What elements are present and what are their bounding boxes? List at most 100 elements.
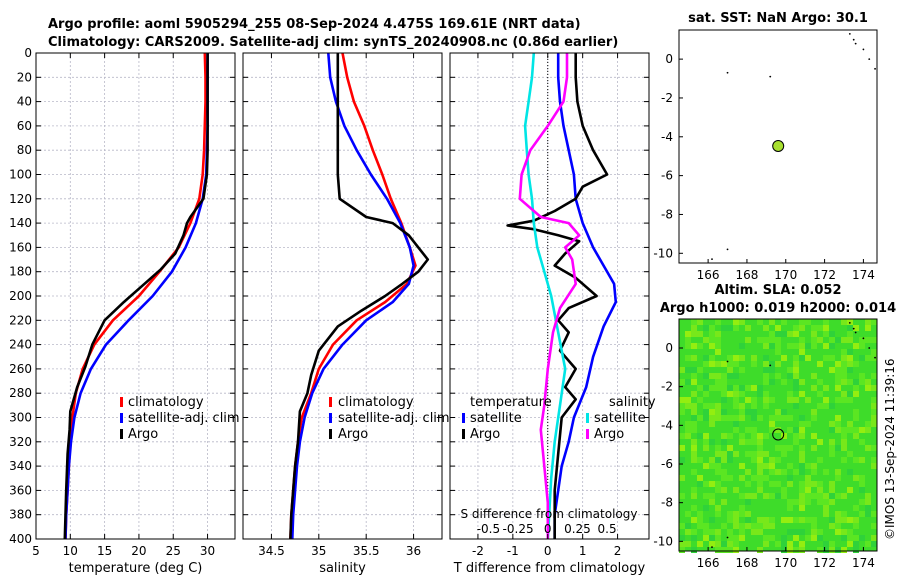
y-tick-label: -10: [653, 246, 673, 260]
sla-cell: [751, 427, 757, 433]
sla-cell: [787, 529, 793, 535]
sla-cell: [709, 439, 715, 445]
sla-cell: [727, 325, 733, 331]
sla-cell: [859, 439, 865, 445]
legend-label-satellite: satellite-adj. clim: [338, 411, 450, 426]
sla-cell: [871, 535, 877, 541]
sla-cell: [733, 511, 739, 517]
sla-cell: [799, 457, 805, 463]
sla-cell: [685, 421, 691, 427]
sla-cell: [715, 481, 721, 487]
sla-cell: [715, 331, 721, 337]
sla-cell: [799, 427, 805, 433]
sla-cell: [745, 409, 751, 415]
sla-cell: [763, 475, 769, 481]
y-tick-label: 260: [9, 362, 32, 376]
sla-cell: [727, 445, 733, 451]
difference-top-axis-label: S difference from climatology: [461, 507, 638, 521]
sla-cell: [769, 337, 775, 343]
series-line-t-satellite: [553, 53, 618, 539]
sla-cell: [805, 475, 811, 481]
salinity-panel: 34.5 35 35.5 36 salinity: [242, 52, 443, 576]
sla-cell: [841, 361, 847, 367]
coast-dot: [726, 248, 729, 251]
sla-cell: [871, 349, 877, 355]
sla-cell: [697, 433, 703, 439]
sla-cell: [823, 505, 829, 511]
sla-cell: [691, 355, 697, 361]
sla-cell: [793, 385, 799, 391]
legend-label-t-satellite: satellite: [470, 411, 522, 426]
sla-cell: [715, 319, 721, 325]
sla-cell: [793, 535, 799, 541]
sla-cell: [793, 547, 799, 553]
sla-cell: [859, 379, 865, 385]
sla-cell: [763, 397, 769, 403]
sla-cell: [775, 427, 781, 433]
sla-cell: [775, 457, 781, 463]
sla-cell: [739, 433, 745, 439]
sla-cell: [787, 463, 793, 469]
sla-cell: [703, 439, 709, 445]
sla-cell: [703, 415, 709, 421]
sla-cell: [847, 331, 853, 337]
sla-cell: [811, 331, 817, 337]
sla-cell: [853, 505, 859, 511]
sla-cell: [757, 337, 763, 343]
sla-cell: [763, 379, 769, 385]
sla-cell: [823, 385, 829, 391]
sla-cell: [799, 433, 805, 439]
sla-cell: [841, 547, 847, 553]
sla-cell: [865, 541, 871, 547]
sla-cell: [679, 475, 685, 481]
sla-cell: [727, 361, 733, 367]
sla-cell: [781, 487, 787, 493]
sla-cell: [793, 499, 799, 505]
sla-cell: [697, 367, 703, 373]
sla-cell: [721, 523, 727, 529]
sla-cell: [835, 379, 841, 385]
sla-cell: [853, 517, 859, 523]
sla-cell: [733, 421, 739, 427]
sla-cell: [715, 349, 721, 355]
sla-cell: [691, 391, 697, 397]
legend-label-argo: Argo: [128, 427, 158, 442]
sla-cell: [805, 481, 811, 487]
y-tick-label: 200: [9, 289, 32, 303]
x-tick-label: 35.5: [353, 544, 380, 558]
sla-cell: [691, 451, 697, 457]
legend-label-satellite: satellite-adj. clim: [128, 411, 240, 426]
sla-cell: [763, 451, 769, 457]
sla-cell: [775, 331, 781, 337]
legend-swatch-s-argo: [586, 429, 589, 439]
sla-cell: [787, 427, 793, 433]
sla-cell: [841, 427, 847, 433]
sla-cell: [793, 343, 799, 349]
sla-cell: [781, 517, 787, 523]
sla-cell: [709, 355, 715, 361]
sla-cell: [715, 541, 721, 547]
sla-cell: [703, 463, 709, 469]
sla-cell: [751, 493, 757, 499]
sla-cell: [709, 529, 715, 535]
y-tick-label: -8: [661, 207, 673, 221]
sla-cell: [799, 469, 805, 475]
y-tick-label: 100: [9, 168, 32, 182]
y-tick-label: 240: [9, 338, 32, 352]
x-tick-label: 15: [97, 544, 112, 558]
legend-label-climatology: climatology: [338, 395, 414, 410]
sla-cell: [757, 319, 763, 325]
x-tick-label: 10: [63, 544, 78, 558]
sla-cell: [709, 481, 715, 487]
sla-cell: [733, 391, 739, 397]
legend-swatch-climatology: [120, 397, 123, 407]
temperature-panel: 5 10 15 20 25 30 temperature (deg C) 0 20 40 60 80 1…: [9, 46, 236, 576]
sla-cell: [793, 469, 799, 475]
sla-cell: [799, 541, 805, 547]
x-tick-label: -1: [507, 544, 519, 558]
sla-cell: [799, 337, 805, 343]
sla-cell: [793, 373, 799, 379]
sla-cell: [739, 319, 745, 325]
sla-cell: [835, 415, 841, 421]
y-tick-label: 340: [9, 459, 32, 473]
